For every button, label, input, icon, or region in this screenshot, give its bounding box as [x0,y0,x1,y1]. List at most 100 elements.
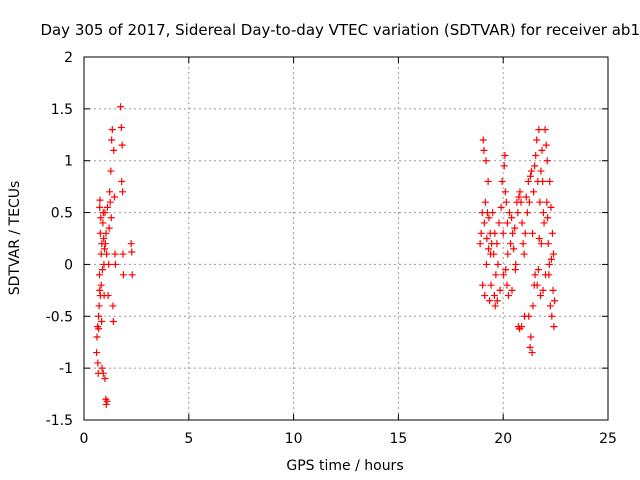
data-point [107,167,115,175]
data-point [527,167,535,175]
y-tick-label: -1.5 [46,413,73,429]
data-point [548,229,556,237]
x-tick-label: 20 [494,431,512,447]
data-point [498,177,506,185]
data-point [482,157,490,165]
data-point [96,196,104,204]
y-axis-label: SDTVAR / TECUs [7,181,23,296]
data-point [128,248,136,256]
data-point [98,266,106,274]
y-tick-label: -0.5 [46,309,73,325]
data-point [101,375,109,383]
data-point [542,141,550,149]
data-point [519,240,527,248]
data-point [541,126,549,134]
data-point [529,229,537,237]
data-point [537,240,545,248]
data-point [495,219,503,227]
data-point [502,266,510,274]
data-point [491,302,499,310]
data-point [98,364,106,372]
data-point [485,214,493,222]
data-point [502,198,510,206]
y-tick-label: 1 [64,154,73,170]
data-point [496,286,504,294]
x-tick-label: 25 [599,431,617,447]
x-tick-label: 0 [80,431,89,447]
data-point [119,188,127,196]
data-point [503,281,511,289]
data-point [512,260,520,268]
data-point [528,349,536,357]
data-point [545,260,553,268]
data-point [505,209,513,217]
data-point [96,203,104,211]
data-point [549,286,557,294]
data-point [102,229,110,237]
data-point [487,281,495,289]
data-point [501,188,509,196]
data-point [479,281,487,289]
data-point [537,167,545,175]
data-point [95,312,103,320]
data-point [508,286,516,294]
data-point [99,369,107,377]
y-axis-ticks: -1.5 -1 -0.5 0 0.5 1 1.5 2 [46,50,608,429]
data-point [507,240,515,248]
data-point [476,240,484,248]
data-point [102,400,110,408]
data-point [550,250,558,258]
data-point [111,260,119,268]
data-point [533,136,541,144]
data-point [482,260,490,268]
data-point [532,152,540,160]
data-point [509,229,517,237]
data-point [504,292,512,300]
data-point [477,229,485,237]
data-point [527,333,535,341]
data-point [531,162,539,170]
data-point [500,162,508,170]
y-tick-label: 0 [64,257,73,273]
data-point [127,240,135,248]
x-tick-label: 10 [285,431,303,447]
plot-frame [83,56,609,421]
data-point [118,177,126,185]
x-axis-label: GPS time / hours [286,458,403,474]
data-point [490,292,498,300]
data-point [106,198,114,206]
y-tick-label: 0.5 [51,206,73,222]
data-point [118,141,126,149]
data-point [101,245,109,253]
data-point [530,188,538,196]
data-point [490,250,498,258]
data-point [95,325,103,333]
data-point [493,297,501,305]
data-point [543,157,551,165]
data-point [522,193,530,201]
data-point [485,245,493,253]
data-point [96,286,104,294]
data-point [95,302,103,310]
data-point [548,312,556,320]
data-point [489,209,497,217]
data-point [514,209,522,217]
data-point [494,260,502,268]
data-point [523,209,531,217]
data-point [98,317,106,325]
data-point [491,229,499,237]
data-point [117,124,125,132]
data-point [106,188,114,196]
data-point [536,198,544,206]
y-tick-label: 2 [64,50,73,66]
data-point [110,193,118,201]
data-point [96,271,104,279]
data-point [109,317,117,325]
data-point [484,177,492,185]
data-point [524,177,532,185]
x-tick-label: 15 [389,431,407,447]
data-point [109,302,117,310]
data-point [103,250,111,258]
data-point [531,271,539,279]
